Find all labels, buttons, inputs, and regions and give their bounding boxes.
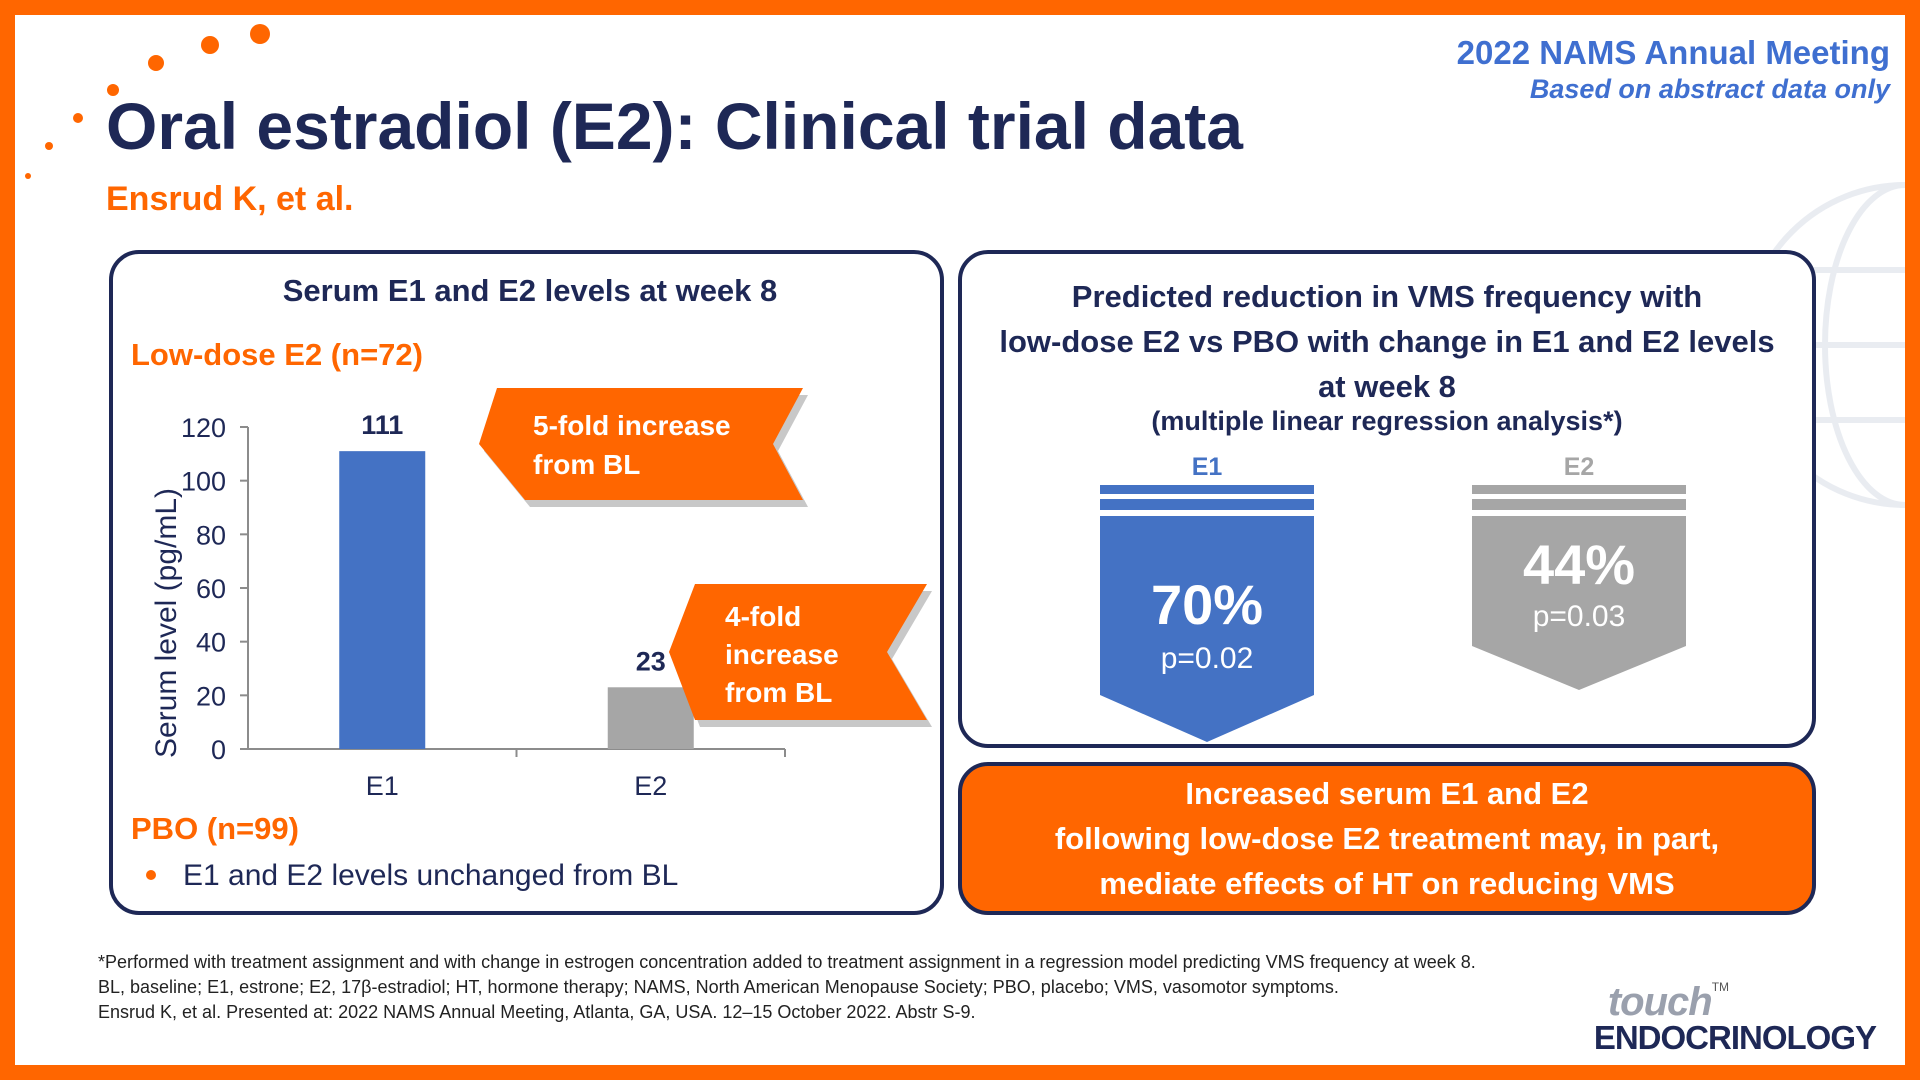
conclusion-text: Increased serum E1 and E2 following low-… bbox=[1035, 771, 1739, 906]
serum-levels-chart: Serum E1 and E2 levels at week 8 Low-dos… bbox=[131, 273, 932, 892]
logo-trademark: TM bbox=[1711, 980, 1730, 994]
slide-title: Oral estradiol (E2): Clinical trial data bbox=[106, 89, 1243, 163]
vms-title-line: low-dose E2 vs PBO with change in E1 and… bbox=[999, 324, 1775, 359]
meeting-name: 2022 NAMS Annual Meeting bbox=[1456, 34, 1890, 71]
x-category-label: E1 bbox=[366, 771, 399, 801]
logo-endocrinology: ENDOCRINOLOGY bbox=[1593, 1019, 1877, 1056]
y-tick-label: 120 bbox=[181, 413, 226, 443]
footnote-reference: Ensrud K, et al. Presented at: 2022 NAMS… bbox=[98, 1002, 976, 1022]
e1-arrow-label: E1 bbox=[1192, 453, 1223, 481]
five-fold-callout-line2: from BL bbox=[533, 449, 640, 480]
y-tick-label: 40 bbox=[196, 628, 226, 658]
pbo-bullet-text: E1 and E2 levels unchanged from BL bbox=[183, 859, 678, 892]
y-tick-label: 0 bbox=[211, 735, 226, 765]
five-fold-callout-line1: 5-fold increase bbox=[533, 410, 731, 441]
e1-reduction-arrow: E1 70% p=0.02 bbox=[1100, 453, 1314, 742]
vms-title-line: Predicted reduction in VMS frequency wit… bbox=[1071, 279, 1703, 314]
serum-levels-panel: Serum E1 and E2 levels at week 8 Low-dos… bbox=[109, 250, 944, 915]
e2-arrow-label: E2 bbox=[1564, 453, 1595, 481]
e2-reduction-arrow: E2 44% p=0.03 bbox=[1472, 453, 1686, 690]
logo-touch: touch bbox=[1607, 980, 1713, 1024]
chart-bars: 111 E1 23 E2 bbox=[339, 410, 694, 801]
four-fold-callout: 4-fold increase from BL bbox=[669, 584, 932, 727]
e2-percent: 44% bbox=[1523, 533, 1635, 596]
e1-percent: 70% bbox=[1151, 573, 1263, 636]
reduction-arrows: E1 70% p=0.02 E2 44% p=0.03 bbox=[1100, 453, 1686, 742]
slide-authors: Ensrud K, et al. bbox=[106, 180, 354, 218]
low-dose-group-label: Low-dose E2 (n=72) bbox=[131, 337, 423, 372]
footnote-abbreviations: BL, baseline; E1, estrone; E2, 17β-estra… bbox=[98, 977, 1339, 997]
conclusion-line: mediate effects of HT on reducing VMS bbox=[1099, 866, 1675, 901]
y-tick-label: 80 bbox=[196, 520, 226, 550]
four-fold-callout-line2: increase bbox=[725, 639, 839, 670]
meeting-tag: 2022 NAMS Annual Meeting Based on abstra… bbox=[1457, 32, 1890, 107]
conclusion-line: following low-dose E2 treatment may, in … bbox=[1054, 821, 1720, 856]
footnotes: *Performed with treatment assignment and… bbox=[98, 950, 1548, 1025]
e2-pvalue: p=0.03 bbox=[1533, 600, 1626, 633]
conclusion-line: Increased serum E1 and E2 bbox=[1185, 776, 1589, 811]
vms-reduction-panel: Predicted reduction in VMS frequency wit… bbox=[958, 250, 1816, 748]
four-fold-callout-line3: from BL bbox=[725, 677, 832, 708]
left-panel-heading: Serum E1 and E2 levels at week 8 bbox=[283, 273, 778, 308]
bar-data-label: 111 bbox=[361, 410, 403, 440]
bar-data-label: 23 bbox=[636, 646, 666, 676]
y-tick-label: 20 bbox=[196, 681, 226, 711]
touch-endocrinology-logo: touchTM ENDOCRINOLOGY bbox=[1593, 980, 1877, 1057]
bar-e2 bbox=[607, 687, 694, 749]
conclusion-box: Increased serum E1 and E2 following low-… bbox=[958, 762, 1816, 915]
y-axis-label: Serum level (pg/mL) bbox=[150, 488, 183, 758]
pbo-bullet-dot bbox=[146, 870, 156, 880]
y-tick-label: 100 bbox=[181, 467, 226, 497]
footnote-regression: *Performed with treatment assignment and… bbox=[98, 952, 1476, 972]
vms-reduction-subtitle: (multiple linear regression analysis*) bbox=[1151, 406, 1623, 436]
bar-e1 bbox=[339, 451, 426, 749]
meeting-note: Based on abstract data only bbox=[1529, 74, 1890, 105]
x-category-label: E2 bbox=[634, 771, 667, 801]
pbo-group-label: PBO (n=99) bbox=[131, 811, 299, 846]
five-fold-callout: 5-fold increase from BL bbox=[479, 388, 808, 507]
y-tick-label: 60 bbox=[196, 574, 226, 604]
vms-reduction-title: Predicted reduction in VMS frequency wit… bbox=[962, 274, 1812, 409]
chart-axes: 0 20 40 60 80 100 120 bbox=[181, 413, 786, 765]
decorative-dots bbox=[25, 24, 270, 179]
vms-title-line: at week 8 bbox=[1318, 369, 1456, 404]
four-fold-callout-line1: 4-fold bbox=[725, 601, 801, 632]
e1-pvalue: p=0.02 bbox=[1161, 642, 1254, 675]
